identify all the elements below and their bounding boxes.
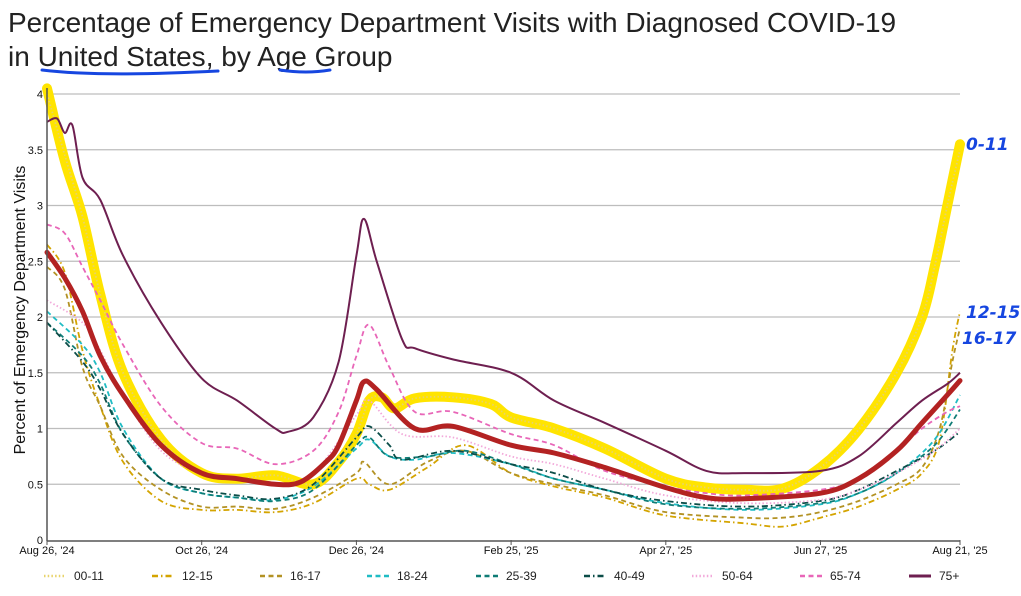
x-tick-label: Feb 25, '25 [484,545,539,557]
legend-label: 18-24 [397,569,428,583]
series-line-12-15 [46,243,961,528]
legend-item-75+[interactable]: 75+ [909,569,959,583]
annotation-label: 0-11 [966,135,1009,155]
highlight-line-red [44,249,963,502]
y-tick-label: 0.5 [28,479,43,491]
x-tick-label: Jun 27, '25 [794,545,847,557]
title-part: , by [206,41,257,72]
title-grouping[interactable]: Age [257,41,307,72]
series-lines [42,83,965,528]
title-part: in [8,41,38,72]
legend-item-18-24[interactable]: 18-24 [367,569,428,583]
y-tick-label: 3 [37,201,43,213]
y-tick-label: 3.5 [28,145,43,157]
gridlines [47,93,960,485]
annotation-label: 12-15 [966,303,1020,323]
legend-label: 00-11 [74,569,104,583]
x-tick-label: Dec 26, '24 [329,545,384,557]
x-tick-label: Aug 21, '25 [932,545,987,557]
series-line-75+ [46,117,961,475]
legend-item-00-11[interactable]: 00-11 [44,569,104,583]
series-line-50-64 [46,299,961,505]
handwritten-annotations: 0-11 12-15 16-17 [962,135,1020,349]
y-tick-label: 1.5 [28,368,43,380]
series-line-25-39 [46,321,961,510]
legend-label: 12-15 [182,569,213,583]
y-tick-label: 1 [37,424,43,436]
chart-title-line1: Percentage of Emergency Department Visit… [8,7,896,38]
y-tick-label: 2 [37,312,43,324]
x-tick-label: Apr 27, '25 [639,545,692,557]
handwritten-underline [278,68,332,74]
series-line-18-24 [46,310,961,511]
legend-item-16-17[interactable]: 16-17 [260,569,321,583]
title-part: Group [307,41,393,72]
legend-label: 50-64 [722,569,753,583]
legend-label: 75+ [939,569,959,583]
legend-item-65-74[interactable]: 65-74 [800,569,861,583]
legend-item-50-64[interactable]: 50-64 [692,569,753,583]
legend-label: 40-49 [614,569,645,583]
x-tick-label: Aug 26, '24 [19,545,74,557]
y-ticks: 0 0.5 1 1.5 2 2.5 3 3.5 4 [28,89,43,547]
legend-item-25-39[interactable]: 25-39 [476,569,537,583]
series-line-40-49 [46,321,961,508]
x-tick-label: Oct 26, '24 [175,545,228,557]
y-tick-label: 2.5 [28,256,43,268]
title-location[interactable]: United States [38,41,206,72]
highlight-line-yellow [42,83,965,496]
handwritten-underline [40,68,220,76]
legend-label: 16-17 [290,569,321,583]
legend-label: 25-39 [506,569,537,583]
annotation-label: 16-17 [962,329,1017,349]
x-ticks: Aug 26, '24 Oct 26, '24 Dec 26, '24 Feb 25,… [19,540,988,557]
y-axis-label: Percent of Emergency Department Visits [12,166,29,455]
legend: 00-11 12-15 16-17 18-24 25-39 40-49 50-64 65-74… [44,569,959,583]
chart-title-line2: in United States, by Age Group [8,41,393,72]
legend-item-40-49[interactable]: 40-49 [584,569,645,583]
legend-label: 65-74 [830,569,861,583]
series-line-16-17 [46,266,961,520]
legend-item-12-15[interactable]: 12-15 [152,569,213,583]
y-tick-label: 0 [37,535,43,547]
series-line-00-11 [46,93,961,492]
y-tick-label: 4 [37,89,43,101]
